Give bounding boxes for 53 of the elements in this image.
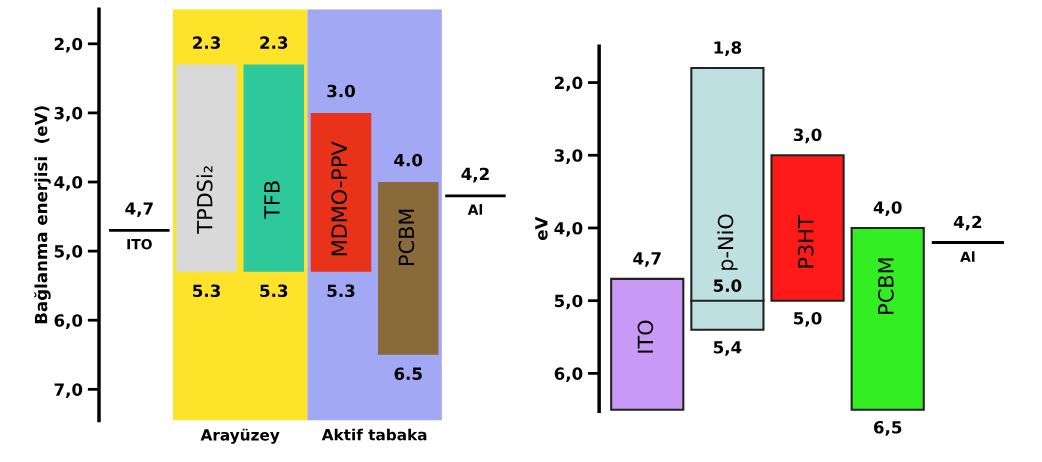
annotation: 1,8 [714, 41, 742, 56]
bar [610, 277, 685, 411]
category-label: ITO [127, 238, 152, 250]
bar [850, 226, 925, 411]
annotation: 4,0 [873, 201, 902, 216]
band-label: Arayüzey [200, 428, 280, 444]
bar [770, 154, 845, 302]
annotation: 5.3 [327, 284, 355, 298]
category-label: Al [467, 204, 483, 215]
band-label: Aktif tabaka [321, 428, 427, 441]
y-tick-label: 7,0 [54, 383, 83, 399]
annotation: 6,5 [873, 420, 902, 436]
category-label: MDMO-PPV [331, 141, 348, 256]
y-tick-label: 4,0 [554, 221, 583, 237]
category-label: TFB [264, 181, 280, 219]
bar [176, 64, 237, 272]
y-tick-label: 6,0 [554, 367, 583, 383]
y-tick-label: 5,0 [54, 245, 83, 260]
annotation: 2.3 [260, 36, 288, 49]
category-label: P3HT [797, 215, 814, 268]
y-axis-title: eV [535, 216, 548, 241]
y-tick-label: 3,0 [554, 149, 583, 164]
annotation: 5.3 [260, 284, 288, 298]
annotation: 5,0 [794, 311, 822, 327]
y-tick-label: 2,0 [54, 37, 83, 53]
y-axis-title: Bağlanma enerjisi (eV) [34, 106, 51, 324]
category-label: Al [960, 251, 975, 262]
category-label: PCBM [398, 209, 415, 265]
bar [243, 64, 305, 272]
category-label: TPDSi₂ [196, 166, 213, 234]
bar [690, 66, 765, 331]
bar [377, 182, 439, 355]
y-tick-label: 3,0 [54, 106, 83, 122]
annotation: 5.3 [193, 284, 220, 298]
y-tick-label: 6,0 [54, 314, 83, 329]
category-label: p-NiO [717, 214, 738, 270]
annotation: 5,4 [713, 341, 742, 356]
annotation: 4,2 [461, 167, 489, 183]
annotation: 2.3 [193, 36, 220, 49]
bar [310, 112, 372, 272]
y-tick-label: 5,0 [554, 294, 583, 310]
y-tick-label: 4,0 [54, 175, 83, 191]
annotation: 3.0 [327, 84, 355, 98]
annotation: 3,0 [793, 128, 822, 144]
annotation: 4.0 [394, 153, 423, 167]
annotation: 4,7 [633, 252, 661, 267]
annotation: 6.5 [394, 367, 422, 381]
text: PCBM [877, 258, 894, 314]
y-tick-label: 2,0 [554, 76, 583, 92]
annotation: 4,7 [125, 202, 153, 217]
category-label: ITO [637, 320, 654, 353]
annotation: 4,2 [953, 215, 982, 231]
annotation: 5.0 [713, 279, 742, 292]
